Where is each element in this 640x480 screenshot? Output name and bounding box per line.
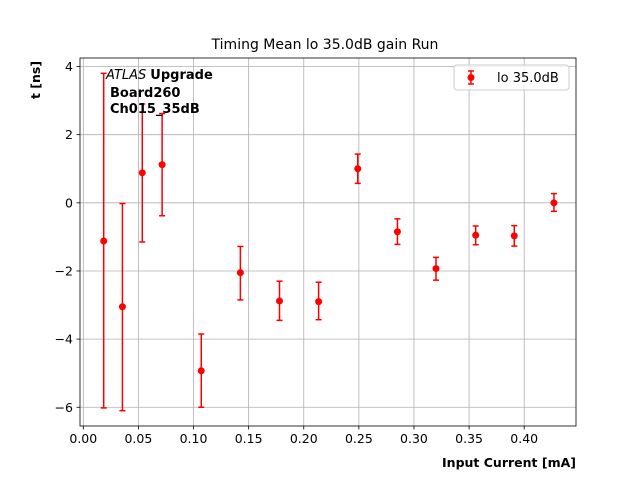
x-tick-label: 0.40 [510, 431, 538, 446]
atlas-annotation: ATLAS Upgrade Board260 Ch015_35dB [105, 68, 213, 117]
data-point [472, 231, 480, 239]
y-tick-label: −4 [55, 332, 73, 347]
data-points [100, 161, 558, 375]
legend-marker-icon [467, 74, 475, 81]
x-axis-label: Input Current [mA] [442, 455, 576, 470]
grid-lines [80, 58, 576, 426]
data-point [432, 265, 440, 273]
chart-title: Timing Mean lo 35.0dB gain Run [211, 37, 439, 53]
x-tick-label: 0.20 [290, 431, 318, 446]
x-tick-label: 0.15 [235, 431, 263, 446]
x-tick-label: 0.00 [69, 431, 97, 446]
data-point [138, 169, 146, 177]
atlas-tag-text: Upgrade [150, 68, 213, 83]
x-tick-label: 0.05 [124, 431, 152, 446]
board-label: Board260 [110, 86, 180, 101]
legend: lo 35.0dB [453, 64, 570, 91]
data-point [550, 199, 558, 207]
y-axis-label: t [ns] [28, 61, 43, 99]
data-point [197, 367, 205, 375]
y-tick-label: −2 [55, 263, 73, 278]
y-tick-label: 0 [65, 195, 73, 210]
x-tick-label: 0.10 [180, 431, 208, 446]
y-tick-label: 4 [65, 59, 73, 74]
atlas-label-line1: ATLAS Upgrade [105, 68, 213, 83]
data-point [393, 228, 401, 236]
x-tick-label: 0.30 [400, 431, 428, 446]
atlas-experiment-text: ATLAS [105, 68, 146, 83]
data-point [315, 298, 323, 306]
axes-frame [79, 57, 577, 427]
data-point [158, 161, 166, 169]
y-tick-label: 2 [65, 127, 73, 142]
y-axis-ticks: −6 −4 −2 0 2 4 [55, 59, 80, 415]
x-tick-label: 0.25 [345, 431, 373, 446]
x-tick-label: 0.35 [455, 431, 483, 446]
data-point [100, 237, 108, 245]
data-point [118, 303, 126, 311]
data-point [510, 232, 518, 240]
data-point [276, 297, 284, 305]
y-tick-label: −6 [55, 400, 73, 415]
legend-label: lo 35.0dB [497, 71, 559, 86]
data-point [354, 165, 362, 173]
legend-box [453, 64, 570, 91]
data-point [236, 269, 244, 277]
x-axis-ticks: 0.00 0.05 0.10 0.15 0.20 0.25 0.30 0.35 0.40 [69, 426, 538, 446]
channel-label: Ch015_35dB [110, 102, 200, 117]
